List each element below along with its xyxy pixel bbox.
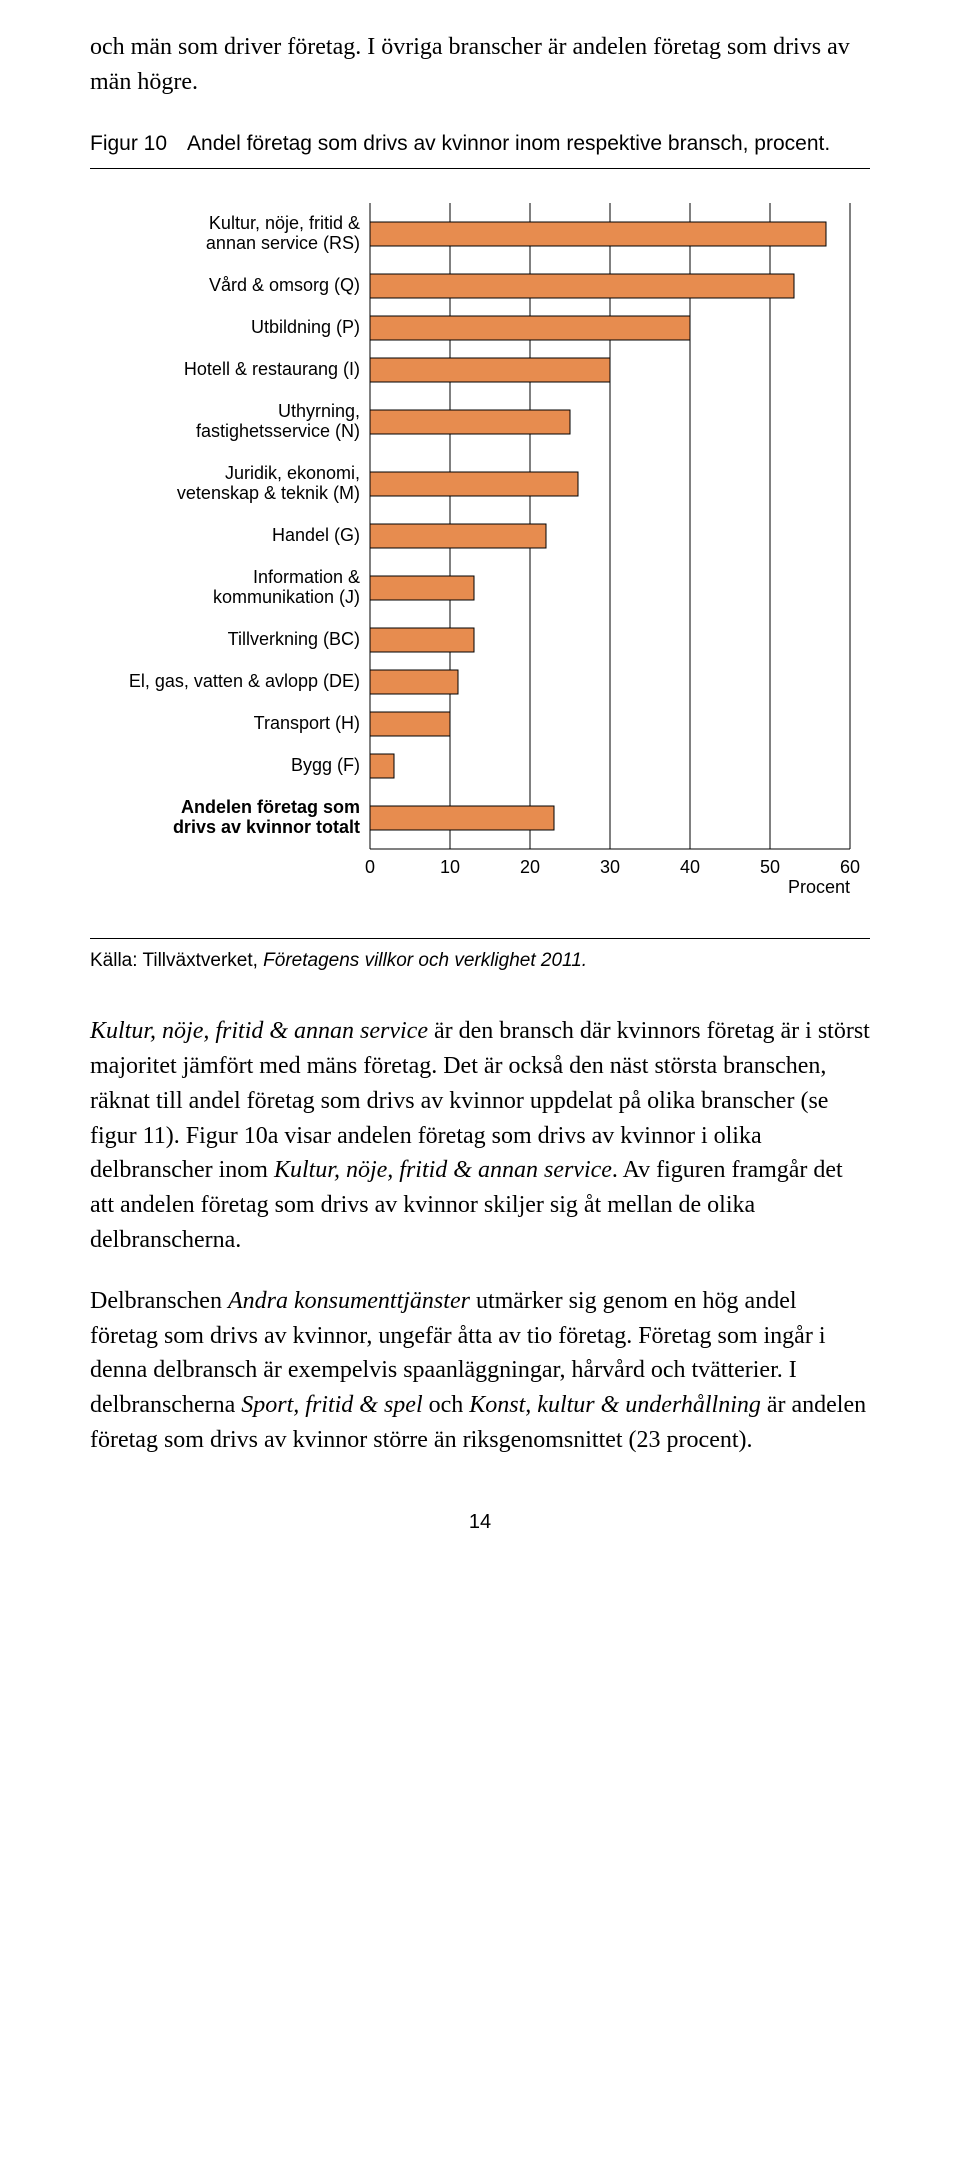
category-label: drivs av kvinnor totalt bbox=[173, 817, 360, 837]
bar bbox=[370, 628, 474, 652]
x-tick-label: 10 bbox=[440, 857, 460, 877]
category-label: Andelen företag som bbox=[181, 797, 360, 817]
bar bbox=[370, 274, 794, 298]
x-tick-label: 50 bbox=[760, 857, 780, 877]
bar bbox=[370, 472, 578, 496]
figure-heading: Figur 10 Andel företag som drivs av kvin… bbox=[90, 130, 870, 169]
bar bbox=[370, 222, 826, 246]
bar bbox=[370, 712, 450, 736]
text-run: Delbranschen bbox=[90, 1288, 228, 1314]
category-label: kommunikation (J) bbox=[213, 587, 360, 607]
category-label: Transport (H) bbox=[254, 713, 360, 733]
category-label: Bygg (F) bbox=[291, 755, 360, 775]
category-label: fastighetsservice (N) bbox=[196, 421, 360, 441]
category-label: Hotell & restaurang (I) bbox=[184, 359, 360, 379]
category-label: Tillverkning (BC) bbox=[228, 629, 360, 649]
category-label: Kultur, nöje, fritid & bbox=[209, 213, 360, 233]
category-label: Handel (G) bbox=[272, 525, 360, 545]
category-label: annan service (RS) bbox=[206, 233, 360, 253]
category-label: Uthyrning, bbox=[278, 401, 360, 421]
page-number: 14 bbox=[90, 1508, 870, 1537]
figure-source: Källa: Tillväxtverket, Företagens villko… bbox=[90, 938, 870, 975]
italic-run: Konst, kultur & underhållning bbox=[469, 1392, 761, 1418]
x-tick-label: 40 bbox=[680, 857, 700, 877]
source-publication: Företagens villkor och verklighet 2011. bbox=[263, 950, 587, 971]
bar bbox=[370, 410, 570, 434]
bar bbox=[370, 316, 690, 340]
figure-title: Andel företag som drivs av kvinnor inom … bbox=[187, 130, 830, 158]
italic-run: Andra konsumenttjänster bbox=[228, 1288, 470, 1314]
body-paragraph-2: Delbranschen Andra konsumenttjänster utm… bbox=[90, 1284, 870, 1458]
x-tick-label: 30 bbox=[600, 857, 620, 877]
category-label: Juridik, ekonomi, bbox=[225, 463, 360, 483]
category-label: Vård & omsorg (Q) bbox=[209, 275, 360, 295]
bar bbox=[370, 524, 546, 548]
category-label: Information & bbox=[253, 567, 360, 587]
x-axis-label: Procent bbox=[788, 877, 850, 897]
x-tick-label: 0 bbox=[365, 857, 375, 877]
x-tick-label: 60 bbox=[840, 857, 860, 877]
text-run: och bbox=[423, 1392, 470, 1418]
italic-run: Kultur, nöje, fritid & annan service bbox=[274, 1157, 612, 1183]
bar bbox=[370, 576, 474, 600]
body-paragraph-1: Kultur, nöje, fritid & annan service är … bbox=[90, 1014, 870, 1258]
category-label: Utbildning (P) bbox=[251, 317, 360, 337]
bar bbox=[370, 806, 554, 830]
source-label: Källa: Tillväxtverket, bbox=[90, 950, 263, 971]
intro-paragraph: och män som driver företag. I övriga bra… bbox=[90, 30, 870, 100]
italic-run: Kultur, nöje, fritid & annan service bbox=[90, 1018, 428, 1044]
italic-run: Sport, fritid & spel bbox=[241, 1392, 422, 1418]
bar bbox=[370, 670, 458, 694]
x-tick-label: 20 bbox=[520, 857, 540, 877]
bar bbox=[370, 754, 394, 778]
bar-chart: 0 10 20 30 40 50 60Procent Kultur, nöje, fritid… bbox=[90, 193, 870, 920]
bar-chart-svg: 0 10 20 30 40 50 60Procent Kultur, nöje, fritid… bbox=[90, 193, 870, 909]
category-label: vetenskap & teknik (M) bbox=[177, 483, 360, 503]
figure-number: Figur 10 bbox=[90, 130, 167, 158]
category-label: El, gas, vatten & avlopp (DE) bbox=[129, 671, 360, 691]
bar bbox=[370, 358, 610, 382]
